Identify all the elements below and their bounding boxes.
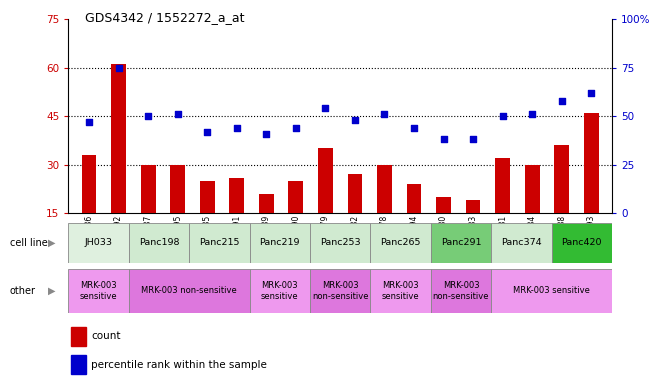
Point xyxy=(468,136,478,142)
Text: MRK-003
sensitive: MRK-003 sensitive xyxy=(261,281,299,301)
Point xyxy=(202,129,212,135)
Text: ▶: ▶ xyxy=(48,286,55,296)
Text: MRK-003 non-sensitive: MRK-003 non-sensitive xyxy=(141,286,237,295)
Text: MRK-003 sensitive: MRK-003 sensitive xyxy=(513,286,590,295)
Bar xyxy=(431,223,491,263)
Point xyxy=(409,125,419,131)
Bar xyxy=(348,174,363,213)
Point xyxy=(380,111,390,117)
Point xyxy=(320,105,331,111)
Text: Panc265: Panc265 xyxy=(380,238,421,247)
Bar xyxy=(551,223,612,263)
Point xyxy=(290,125,301,131)
Bar xyxy=(68,223,129,263)
Text: MRK-003
non-sensitive: MRK-003 non-sensitive xyxy=(433,281,489,301)
Point xyxy=(232,125,242,131)
Text: Panc253: Panc253 xyxy=(320,238,361,247)
Bar xyxy=(555,145,569,213)
Bar xyxy=(584,113,599,213)
Bar xyxy=(259,194,273,213)
Text: Panc219: Panc219 xyxy=(260,238,300,247)
Text: percentile rank within the sample: percentile rank within the sample xyxy=(91,360,267,370)
Text: Panc198: Panc198 xyxy=(139,238,179,247)
Bar xyxy=(495,158,510,213)
Bar xyxy=(318,149,333,213)
Text: Panc215: Panc215 xyxy=(199,238,240,247)
Point xyxy=(527,111,537,117)
Text: Panc420: Panc420 xyxy=(562,238,602,247)
Bar xyxy=(81,155,96,213)
Bar xyxy=(370,223,431,263)
Text: MRK-003
sensitive: MRK-003 sensitive xyxy=(381,281,419,301)
Text: ▶: ▶ xyxy=(48,238,55,248)
Text: count: count xyxy=(91,331,120,341)
Bar xyxy=(141,165,156,213)
Point xyxy=(497,113,508,119)
Text: cell line: cell line xyxy=(10,238,48,248)
Bar xyxy=(129,269,249,313)
Bar xyxy=(377,165,392,213)
Bar xyxy=(71,326,87,346)
Point xyxy=(84,119,94,125)
Bar xyxy=(249,223,310,263)
Bar xyxy=(71,355,87,374)
Bar xyxy=(407,184,421,213)
Bar xyxy=(370,269,431,313)
Bar xyxy=(525,165,540,213)
Text: JH033: JH033 xyxy=(85,238,113,247)
Text: Panc374: Panc374 xyxy=(501,238,542,247)
Bar xyxy=(200,181,215,213)
Bar xyxy=(111,65,126,213)
Text: other: other xyxy=(10,286,36,296)
Point xyxy=(173,111,183,117)
Point xyxy=(350,117,360,123)
Bar xyxy=(431,269,491,313)
Point xyxy=(557,98,567,104)
Point xyxy=(143,113,154,119)
Bar xyxy=(171,165,185,213)
Bar xyxy=(229,177,244,213)
Bar xyxy=(249,269,310,313)
Bar xyxy=(491,223,551,263)
Bar xyxy=(436,197,451,213)
Point xyxy=(113,65,124,71)
Text: MRK-003
non-sensitive: MRK-003 non-sensitive xyxy=(312,281,368,301)
Text: Panc291: Panc291 xyxy=(441,238,481,247)
Text: MRK-003
sensitive: MRK-003 sensitive xyxy=(79,281,117,301)
Bar xyxy=(310,269,370,313)
Point xyxy=(261,131,271,137)
Bar xyxy=(465,200,480,213)
Point xyxy=(586,90,596,96)
Bar xyxy=(68,269,129,313)
Bar xyxy=(129,223,189,263)
Bar xyxy=(310,223,370,263)
Bar xyxy=(491,269,612,313)
Text: GDS4342 / 1552272_a_at: GDS4342 / 1552272_a_at xyxy=(85,12,244,25)
Bar xyxy=(288,181,303,213)
Bar xyxy=(189,223,249,263)
Point xyxy=(438,136,449,142)
